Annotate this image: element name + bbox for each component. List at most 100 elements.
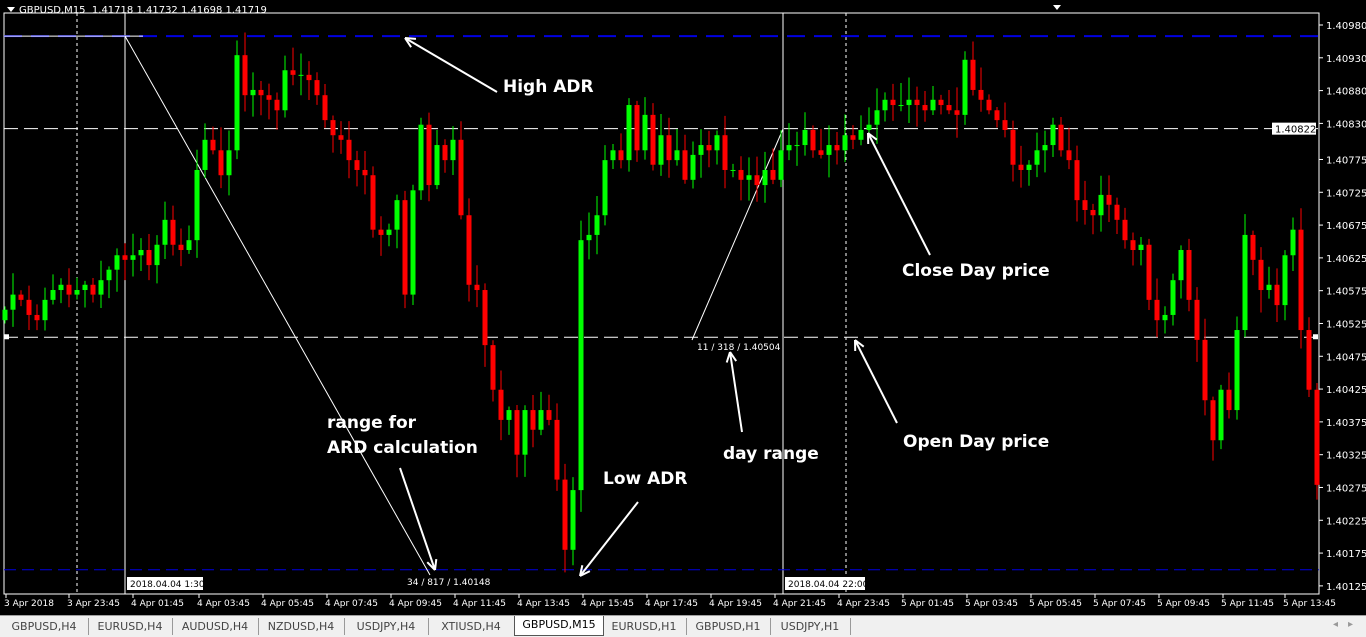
tab-gbpusd-h1[interactable]: GBPUSD,H1 xyxy=(686,618,771,635)
candle-body xyxy=(19,295,24,300)
candle xyxy=(819,129,824,159)
time-label: 4 Apr 13:45 xyxy=(517,599,570,609)
price-tick-label: 1.40225 xyxy=(1326,516,1366,527)
candle xyxy=(587,213,592,260)
candle xyxy=(555,403,560,490)
scroll-left-icon[interactable]: ◂ xyxy=(1333,619,1338,630)
tab-usdjpy-h4[interactable]: USDJPY,H4 xyxy=(344,618,429,635)
candle-body xyxy=(1291,230,1296,256)
candle xyxy=(403,191,408,308)
candle-body xyxy=(1075,160,1080,200)
tab-eurusd-h4[interactable]: EURUSD,H4 xyxy=(88,618,173,635)
candle-body xyxy=(875,110,880,124)
candle-body xyxy=(1115,205,1120,220)
tab-usdjpy-h1[interactable]: USDJPY,H1 xyxy=(770,618,851,635)
candle xyxy=(187,225,192,253)
time-label: 5 Apr 01:45 xyxy=(901,599,954,609)
time-label: 5 Apr 13:45 xyxy=(1283,599,1336,609)
candle xyxy=(363,151,368,194)
candle xyxy=(1139,237,1144,265)
candle xyxy=(1147,239,1152,310)
candle-body xyxy=(435,145,440,185)
candle xyxy=(307,61,312,100)
candle-body xyxy=(955,110,960,115)
candle xyxy=(419,118,424,200)
candle-body xyxy=(259,90,264,95)
candle-body xyxy=(411,190,416,294)
arrow-shaft xyxy=(580,502,638,576)
candle-body xyxy=(819,150,824,155)
candle-body xyxy=(1179,250,1184,280)
candle xyxy=(651,103,656,170)
tab-eurusd-h1[interactable]: EURUSD,H1 xyxy=(602,618,687,635)
candle xyxy=(267,84,272,120)
candle xyxy=(563,464,568,572)
price-tick-label: 1.40525 xyxy=(1326,319,1366,330)
scroll-right-icon[interactable]: ▸ xyxy=(1348,619,1353,630)
candle xyxy=(523,405,528,477)
candle xyxy=(891,84,896,121)
candle xyxy=(603,145,608,225)
candle xyxy=(171,206,176,256)
candle xyxy=(907,77,912,123)
tab-xtiusd-h4[interactable]: XTIUSD,H4 xyxy=(428,618,515,635)
time-label: 4 Apr 17:45 xyxy=(645,599,698,609)
candle xyxy=(611,144,616,169)
candle xyxy=(99,261,104,308)
tab-audusd-h4[interactable]: AUDUSD,H4 xyxy=(172,618,259,635)
tab-gbpusd-m15[interactable]: GBPUSD,M15 xyxy=(514,616,604,636)
candle xyxy=(811,125,816,157)
candle xyxy=(67,268,72,307)
candle xyxy=(595,196,600,254)
arrow-shaft xyxy=(855,340,897,423)
candle-body xyxy=(51,290,56,300)
candle-body xyxy=(1027,165,1032,170)
time-label: 5 Apr 05:45 xyxy=(1029,599,1082,609)
candle xyxy=(411,185,416,305)
tab-nzdusd-h4[interactable]: NZDUSD,H4 xyxy=(258,618,345,635)
candle xyxy=(1235,316,1240,419)
candle-body xyxy=(1059,125,1064,151)
candle-body xyxy=(275,100,280,110)
candle xyxy=(387,224,392,247)
candle xyxy=(35,304,40,330)
tab-gbpusd-h4[interactable]: GBPUSD,H4 xyxy=(0,618,89,635)
candle xyxy=(1227,372,1232,418)
candle-body xyxy=(227,150,232,175)
candle-body xyxy=(1227,390,1232,410)
candle-body xyxy=(1267,285,1272,290)
candle-body xyxy=(907,100,912,105)
chart-canvas[interactable]: 1.409801.409301.408801.408301.407751.407… xyxy=(0,0,1366,614)
candle-body xyxy=(531,410,536,430)
candle xyxy=(995,107,1000,128)
annotation-low-adr: Low ADR xyxy=(603,469,688,489)
candle xyxy=(1107,175,1112,222)
candle xyxy=(803,112,808,155)
candle-body xyxy=(1203,340,1208,400)
candle xyxy=(515,405,520,477)
candle-body xyxy=(43,300,48,320)
candle xyxy=(179,228,184,266)
arrow-icon xyxy=(868,133,930,255)
candle xyxy=(51,274,56,304)
candle xyxy=(139,238,144,271)
candle xyxy=(723,116,728,188)
candle-body xyxy=(707,145,712,150)
candle xyxy=(1243,214,1248,337)
time-label: 4 Apr 19:45 xyxy=(709,599,762,609)
candle xyxy=(491,340,496,401)
candle xyxy=(675,129,680,165)
candle xyxy=(483,283,488,366)
candle-body xyxy=(347,140,352,160)
candle xyxy=(1003,102,1008,137)
candle xyxy=(1099,176,1104,232)
candle xyxy=(547,395,552,426)
candle-body xyxy=(235,55,240,150)
candle-body xyxy=(1123,220,1128,240)
candle xyxy=(475,265,480,307)
candle-body xyxy=(379,230,384,235)
dropdown-triangle-icon[interactable] xyxy=(7,7,15,12)
candle-body xyxy=(1299,230,1304,330)
low-adr-label: 34 / 817 / 1.40148 xyxy=(407,578,491,588)
